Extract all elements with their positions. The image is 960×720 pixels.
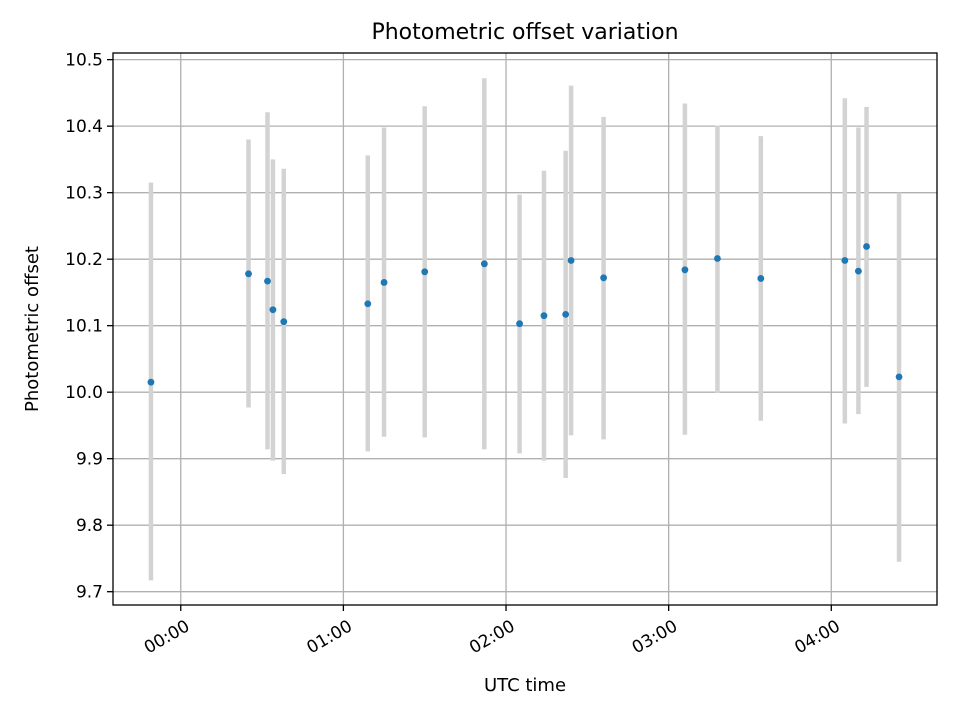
x-tick-label: 00:00: [141, 616, 193, 658]
x-tick-label: 04:00: [791, 616, 843, 658]
x-tick-label: 02:00: [466, 616, 518, 658]
x-tick-label: 03:00: [629, 616, 681, 658]
y-axis-label: Photometric offset: [22, 246, 43, 412]
grid: [113, 53, 937, 605]
axis-ticks: 9.7 9.8 9.9 10.0 10.1 10.2 10.3 10.4 10.5 00:00 01…: [65, 51, 844, 659]
y-tick-label: 10.1: [65, 317, 103, 337]
y-tick-label: 10.3: [65, 184, 103, 204]
y-tick-label: 10.4: [65, 117, 103, 137]
y-tick-label: 9.9: [76, 450, 103, 470]
data-point: [364, 300, 372, 308]
data-point: [567, 257, 575, 264]
y-tick-label: 9.7: [76, 583, 103, 603]
data-point: [863, 243, 870, 250]
data-point: [895, 373, 903, 381]
data-point: [681, 266, 689, 274]
data-point: [714, 255, 721, 262]
error-bars: [148, 78, 902, 581]
y-tick-label: 10.2: [65, 250, 103, 270]
data-point: [421, 268, 429, 276]
plot-frame: [112, 52, 938, 606]
data-point: [562, 310, 570, 318]
chart-title: Photometric offset variation: [371, 20, 678, 45]
x-tick-label: 01:00: [303, 616, 355, 658]
y-tick-label: 10.5: [65, 51, 103, 71]
data-point: [480, 260, 488, 268]
y-tick-label: 9.8: [76, 516, 103, 536]
data-point: [841, 257, 849, 264]
data-point: [540, 312, 548, 320]
data-point: [600, 274, 608, 282]
data-points: [147, 243, 903, 386]
data-point: [245, 270, 252, 278]
data-point: [757, 275, 765, 282]
data-point: [264, 277, 271, 285]
data-point: [147, 378, 155, 386]
data-point: [854, 267, 862, 275]
data-point: [380, 279, 388, 286]
data-point: [269, 306, 277, 314]
y-tick-label: 10.0: [65, 383, 103, 403]
data-point: [516, 320, 523, 328]
data-point: [280, 318, 288, 326]
x-axis-label: UTC time: [484, 675, 566, 696]
